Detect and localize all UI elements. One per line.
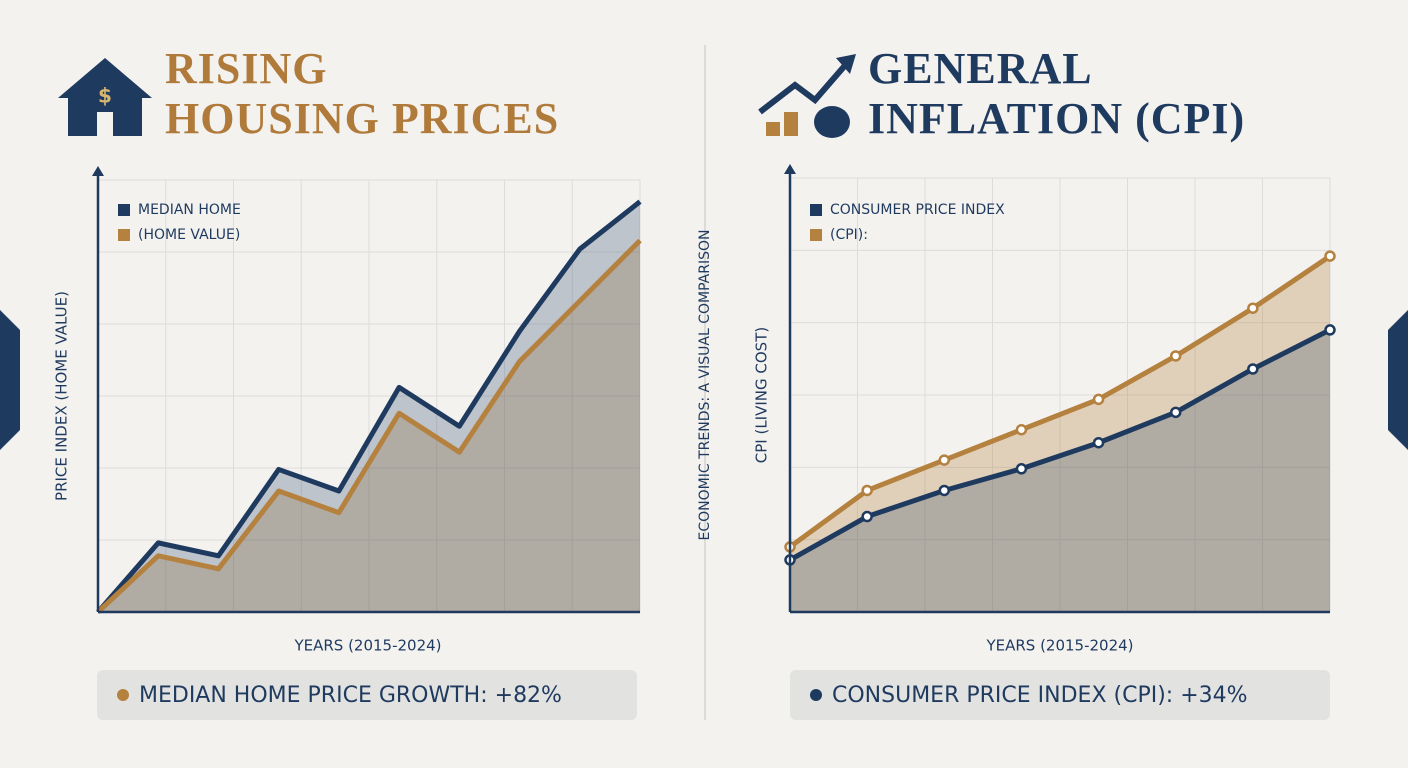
annotation: MEDIAN HOME PRICE GROWTH: +82%	[139, 683, 562, 708]
area	[98, 201, 640, 612]
marker	[1015, 463, 1028, 475]
marker	[1169, 350, 1182, 362]
chart-title: GENERAL INFLATION (CPI)	[868, 44, 1246, 143]
y-axis-label: CPI (LIVING COST)	[753, 327, 771, 463]
line	[788, 254, 1332, 549]
legend-swatch	[810, 204, 822, 216]
marker	[1324, 250, 1336, 262]
annotation: CONSUMER PRICE INDEX (CPI): +34%	[832, 683, 1248, 708]
center-label: ECONOMIC TRENDS: A VISUAL COMPARISON	[697, 230, 713, 541]
x-axis-label: YEARS (2015-2024)	[293, 637, 441, 655]
legend-label: (CPI):	[830, 227, 868, 243]
legend-swatch	[810, 229, 822, 241]
legend-label: CONSUMER PRICE INDEX	[830, 202, 1005, 218]
legend-swatch	[118, 229, 130, 241]
line	[96, 199, 642, 614]
legend-label: MEDIAN HOME	[138, 202, 241, 218]
marker	[1015, 423, 1028, 436]
marker	[1247, 302, 1259, 314]
annotation-box	[790, 670, 1330, 720]
area	[790, 329, 1330, 612]
marker	[1092, 436, 1105, 449]
marker	[938, 454, 951, 466]
side-tab	[1388, 310, 1408, 450]
inflation-icon	[758, 54, 856, 138]
line	[96, 238, 642, 614]
svg-text:$: $	[98, 84, 112, 108]
house-icon: $	[58, 58, 152, 136]
marker	[1169, 406, 1182, 419]
area	[98, 240, 640, 613]
line	[788, 327, 1332, 563]
x-axis-label: YEARS (2015-2024)	[985, 637, 1133, 655]
legend-swatch	[118, 204, 130, 216]
marker	[938, 484, 951, 497]
annotation-dot	[117, 689, 129, 701]
marker	[861, 484, 873, 497]
chart-title: RISING HOUSING PRICES	[165, 44, 560, 143]
side-tab	[0, 310, 20, 450]
legend-label: (HOME VALUE)	[138, 227, 240, 243]
marker	[1324, 324, 1336, 336]
marker	[861, 510, 873, 523]
y-axis-arrow	[784, 164, 796, 174]
y-axis-arrow	[92, 166, 104, 176]
annotation-box	[97, 670, 637, 720]
marker	[1247, 363, 1259, 375]
marker	[1092, 393, 1105, 406]
y-axis-label: PRICE INDEX (HOME VALUE)	[53, 291, 71, 501]
annotation-dot	[810, 689, 822, 701]
